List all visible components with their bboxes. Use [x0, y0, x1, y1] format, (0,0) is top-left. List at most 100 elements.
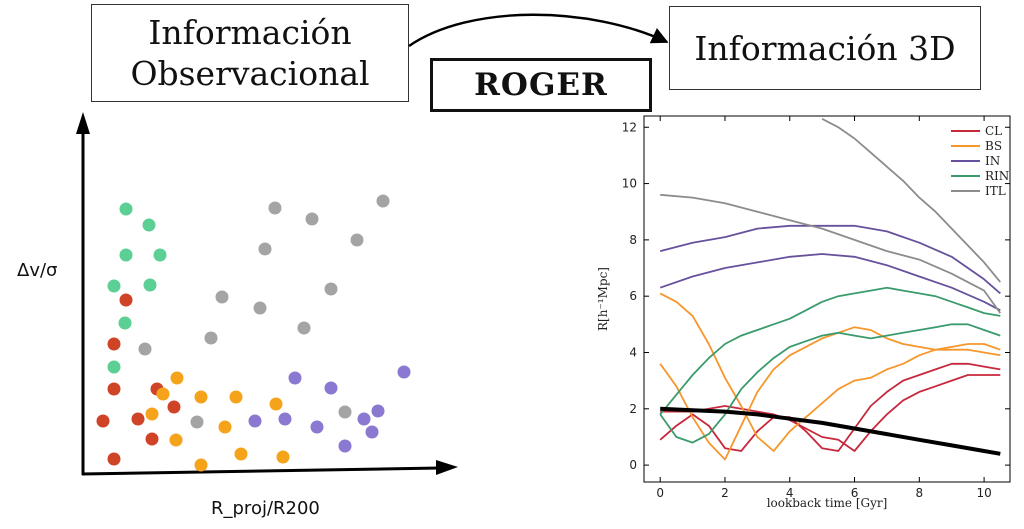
- scatter-dot-red: [107, 337, 121, 351]
- scatter-dot-purple: [371, 404, 385, 418]
- left-plot: Δv/σ R_proj/R200: [17, 112, 458, 519]
- scatter-dot-green: [107, 360, 121, 374]
- scatter-dot-purple: [310, 420, 324, 434]
- scatter-dot-gray: [376, 194, 390, 208]
- scatter-dot-gray: [258, 242, 272, 256]
- left-y-arrowhead: [76, 112, 90, 134]
- legend-label-cl: CL: [985, 124, 1002, 138]
- scatter-dot-green: [118, 316, 132, 330]
- scatter-dots: [96, 194, 411, 472]
- x-tick-label: 2: [721, 486, 729, 500]
- flow-arrow: [408, 13, 669, 47]
- series-line-main: [660, 406, 1001, 456]
- series-line-itl: [821, 118, 1001, 283]
- scatter-dot-red: [131, 412, 145, 426]
- roger-label: ROGER: [474, 67, 608, 103]
- scatter-dot-red: [107, 452, 121, 466]
- x-axis-label: lookback time [Gyr]: [767, 496, 888, 510]
- axis-ticks: 0 2 4 6 8 10 0 2 4 6 8 10 12: [622, 116, 1010, 500]
- scatter-dot-purple: [338, 439, 352, 453]
- scatter-dot-red: [107, 382, 121, 396]
- scatter-dot-gray: [253, 301, 267, 315]
- x-tick-label: 8: [915, 486, 923, 500]
- y-tick-label: 0: [629, 458, 637, 472]
- scatter-dot-gray: [215, 290, 229, 304]
- scatter-dot-gray: [338, 405, 352, 419]
- scatter-dot-gray: [305, 212, 319, 226]
- scatter-dot-gray: [297, 321, 311, 335]
- series-line-bs: [659, 326, 1001, 461]
- y-tick-label: 6: [629, 289, 637, 303]
- series-lines: [659, 118, 1002, 461]
- series-line-cl: [660, 374, 1001, 452]
- scatter-dot-orange: [156, 387, 170, 401]
- legend-label-itl: ITL: [985, 184, 1006, 198]
- x-tick-label: 10: [976, 486, 991, 500]
- series-line-in: [659, 224, 1001, 295]
- x-tick-label: 4: [786, 486, 794, 500]
- scatter-dot-orange: [170, 371, 184, 385]
- y-tick-label: 2: [629, 402, 637, 416]
- scatter-dot-orange: [234, 447, 248, 461]
- series-line-rin: [659, 286, 1001, 415]
- y-tick-label: 10: [622, 177, 637, 191]
- observational-info-box: Información Observacional: [91, 4, 409, 102]
- x-tick-label: 0: [656, 486, 664, 500]
- series-line-itl: [660, 193, 1002, 314]
- left-x-axis: [81, 466, 441, 476]
- observational-info-line1: Información: [148, 13, 352, 52]
- y-tick-label: 8: [629, 233, 637, 247]
- roger-box: ROGER: [430, 58, 652, 112]
- scatter-dot-green: [142, 218, 156, 232]
- series-line-bs: [659, 292, 1001, 452]
- scatter-dot-green: [107, 279, 121, 293]
- scatter-dot-purple: [397, 365, 411, 379]
- scatter-dot-orange: [194, 390, 208, 404]
- scatter-dot-orange: [145, 407, 159, 421]
- scatter-dot-red: [167, 400, 181, 414]
- left-x-arrowhead: [436, 460, 458, 475]
- scatter-dot-orange: [169, 433, 183, 447]
- scatter-dot-green: [119, 248, 133, 262]
- right-chart: 0 2 4 6 8 10 0 2 4 6 8 10 12 lookback time [Gyr] R[h…: [596, 115, 1011, 510]
- scatter-dot-orange: [276, 450, 290, 464]
- legend-label-in: IN: [985, 154, 1000, 168]
- scatter-dot-gray: [190, 415, 204, 429]
- scatter-dot-purple: [278, 412, 292, 426]
- x-tick-label: 6: [851, 486, 859, 500]
- y-tick-label: 4: [629, 345, 637, 359]
- scatter-dot-orange: [218, 420, 232, 434]
- scatter-dot-gray: [204, 331, 218, 345]
- scatter-dot-purple: [365, 425, 379, 439]
- series-line-in: [659, 253, 1001, 312]
- legend-label-rin: RIN: [985, 169, 1009, 183]
- plot-frame: [643, 115, 1011, 483]
- scatter-dot-purple: [288, 371, 302, 385]
- scatter-dot-purple: [248, 414, 262, 428]
- scatter-dot-purple: [357, 412, 371, 426]
- y-axis-label: R[h⁻¹Mpc]: [596, 267, 610, 331]
- scatter-dot-orange: [194, 458, 208, 472]
- scatter-dot-green: [153, 248, 167, 262]
- series-line-rin: [659, 323, 1001, 444]
- left-x-label: R_proj/R200: [211, 498, 320, 519]
- scatter-dot-red: [119, 293, 133, 307]
- series-line-cl: [659, 362, 1001, 452]
- info-3d-label: Información 3D: [694, 28, 956, 68]
- scatter-dot-green: [143, 278, 157, 292]
- scatter-dot-orange: [269, 397, 283, 411]
- info-3d-box: Información 3D: [669, 6, 981, 90]
- observational-info-line2: Observacional: [130, 54, 370, 93]
- left-y-label: Δv/σ: [17, 260, 57, 281]
- scatter-dot-orange: [229, 390, 243, 404]
- scatter-dot-red: [145, 432, 159, 446]
- scatter-dot-gray: [268, 201, 282, 215]
- scatter-dot-gray: [138, 342, 152, 356]
- legend-label-bs: BS: [985, 139, 1002, 153]
- scatter-dot-gray: [350, 233, 364, 247]
- scatter-dot-green: [119, 202, 133, 216]
- y-tick-label: 12: [622, 120, 637, 134]
- scatter-dot-red: [96, 414, 110, 428]
